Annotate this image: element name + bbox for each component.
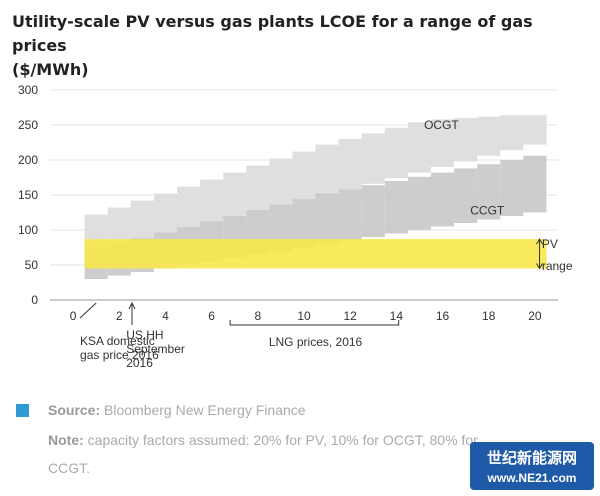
pv-range-arrow-up xyxy=(536,238,543,245)
source-label: Source: xyxy=(48,402,101,418)
ocgt-block xyxy=(130,200,154,240)
ocgt-block xyxy=(269,158,293,207)
ccgt-block xyxy=(523,155,547,213)
note-text-line2: CCGT. xyxy=(48,460,90,476)
annotation-range: range xyxy=(542,259,573,273)
x-tick-label: 2 xyxy=(116,309,123,323)
annotation-2016: 2016 xyxy=(126,356,153,370)
ccgt-block xyxy=(292,199,316,248)
annotation-gas-price-2016: gas price 2016 xyxy=(80,348,159,362)
y-tick-label: 0 xyxy=(31,293,38,307)
annotation-ccgt: CCGT xyxy=(470,204,505,218)
pv-range-band xyxy=(84,239,547,269)
x-tick-label: 4 xyxy=(162,309,169,323)
ocgt-block xyxy=(500,115,524,151)
annotation-september: September xyxy=(126,342,185,356)
chart-title-line1: Utility-scale PV versus gas plants LCOE … xyxy=(12,12,533,55)
ccgt-block xyxy=(477,164,501,220)
ocgt-block xyxy=(384,127,408,179)
ocgt-block xyxy=(523,115,547,145)
chart-title: Utility-scale PV versus gas plants LCOE … xyxy=(12,10,572,82)
annotation-lng-prices-2016: LNG prices, 2016 xyxy=(269,335,363,349)
ccgt-block xyxy=(454,168,478,223)
x-tick-label: 14 xyxy=(390,309,404,323)
source-text: Bloomberg New Energy Finance xyxy=(104,402,306,418)
ccgt-block xyxy=(431,172,455,227)
ksa-pointer xyxy=(79,302,97,319)
ccgt-block xyxy=(407,176,431,230)
ccgt-block xyxy=(384,181,408,234)
lcoe-chart: 0 50 100 150 200 250 300 0 2 4 6 8 10 12 14 16 18 20 OCGT C… xyxy=(18,83,573,370)
x-tick-label: 10 xyxy=(297,309,311,323)
note-text: capacity factors assumed: 20% for PV, 10… xyxy=(87,432,478,448)
y-tick-label: 50 xyxy=(25,258,39,272)
ocgt-block xyxy=(177,186,201,229)
annotation-us-hh: US HH xyxy=(126,328,163,342)
ocgt-block xyxy=(292,151,316,201)
chart-title-line2: ($/MWh) xyxy=(12,60,89,79)
note-label: Note: xyxy=(48,432,84,448)
pv-range-arrow-down xyxy=(536,263,543,270)
x-tick-label: 6 xyxy=(208,309,215,323)
note-line: Note: capacity factors assumed: 20% for … xyxy=(48,432,478,448)
source-marker xyxy=(16,404,29,417)
ocgt-block xyxy=(200,179,224,223)
y-tick-label: 300 xyxy=(18,83,38,97)
ccgt-block xyxy=(361,185,385,237)
y-tick-label: 200 xyxy=(18,153,38,167)
y-tick-label: 150 xyxy=(18,188,38,202)
x-tick-label: 8 xyxy=(254,309,261,323)
ocgt-block xyxy=(153,193,177,235)
ccgt-block xyxy=(338,189,362,241)
annotation-pv: PV xyxy=(542,237,558,251)
us-hh-arrow xyxy=(128,301,136,310)
watermark-logo: 世纪新能源网 www.NE21.com xyxy=(470,442,594,490)
x-tick-label: 16 xyxy=(436,309,450,323)
ocgt-block xyxy=(477,116,501,156)
annotation-ocgt: OCGT xyxy=(424,118,459,132)
ocgt-block xyxy=(431,119,455,167)
x-tick-label: 20 xyxy=(528,309,542,323)
ocgt-block xyxy=(246,165,270,212)
ocgt-block xyxy=(223,172,247,218)
y-tick-label: 100 xyxy=(18,223,38,237)
ccgt-block xyxy=(315,193,339,244)
ocgt-block xyxy=(454,118,478,162)
x-tick-label: 12 xyxy=(344,309,358,323)
ocgt-block xyxy=(315,144,339,195)
ocgt-block xyxy=(338,139,362,190)
watermark-cn: 世纪新能源网 xyxy=(486,449,577,467)
watermark-url: www.NE21.com xyxy=(487,471,577,485)
ocgt-block xyxy=(407,122,431,173)
x-tick-label: 0 xyxy=(70,309,77,323)
ocgt-block xyxy=(361,133,385,184)
annotation-ksa-domestic: KSA domestic xyxy=(80,334,155,348)
x-tick-label: 18 xyxy=(482,309,496,323)
ocgt-block xyxy=(107,207,131,246)
lng-bracket xyxy=(229,320,400,326)
source-line: Source: Bloomberg New Energy Finance xyxy=(48,402,306,418)
ccgt-block xyxy=(500,160,524,216)
y-tick-label: 250 xyxy=(18,118,38,132)
